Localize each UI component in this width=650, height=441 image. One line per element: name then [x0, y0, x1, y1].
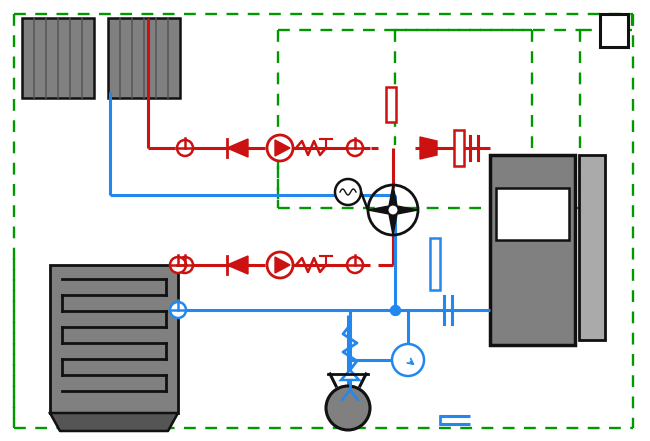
Circle shape	[177, 140, 193, 156]
Circle shape	[347, 140, 363, 156]
Circle shape	[387, 205, 398, 216]
Bar	[600, 14, 628, 47]
Circle shape	[170, 257, 186, 273]
Circle shape	[392, 344, 424, 376]
Circle shape	[267, 252, 293, 278]
Circle shape	[267, 135, 293, 161]
Bar	[108, 18, 180, 98]
Bar	[386, 87, 396, 122]
Polygon shape	[389, 215, 397, 235]
Polygon shape	[275, 140, 290, 156]
Circle shape	[347, 257, 363, 273]
Bar	[50, 265, 178, 413]
Circle shape	[177, 257, 193, 273]
Circle shape	[335, 179, 361, 205]
Circle shape	[326, 386, 370, 430]
Polygon shape	[227, 139, 248, 157]
Bar	[430, 238, 440, 290]
Polygon shape	[275, 257, 290, 273]
Bar	[579, 155, 605, 340]
Polygon shape	[368, 206, 388, 214]
Polygon shape	[341, 370, 359, 380]
Polygon shape	[420, 137, 437, 159]
Polygon shape	[227, 256, 248, 274]
Circle shape	[170, 302, 186, 318]
Polygon shape	[50, 413, 178, 431]
Bar	[454, 130, 464, 166]
Polygon shape	[389, 185, 397, 205]
Bar	[22, 18, 94, 98]
Bar	[490, 155, 575, 345]
Bar	[496, 188, 569, 240]
Polygon shape	[398, 206, 418, 214]
